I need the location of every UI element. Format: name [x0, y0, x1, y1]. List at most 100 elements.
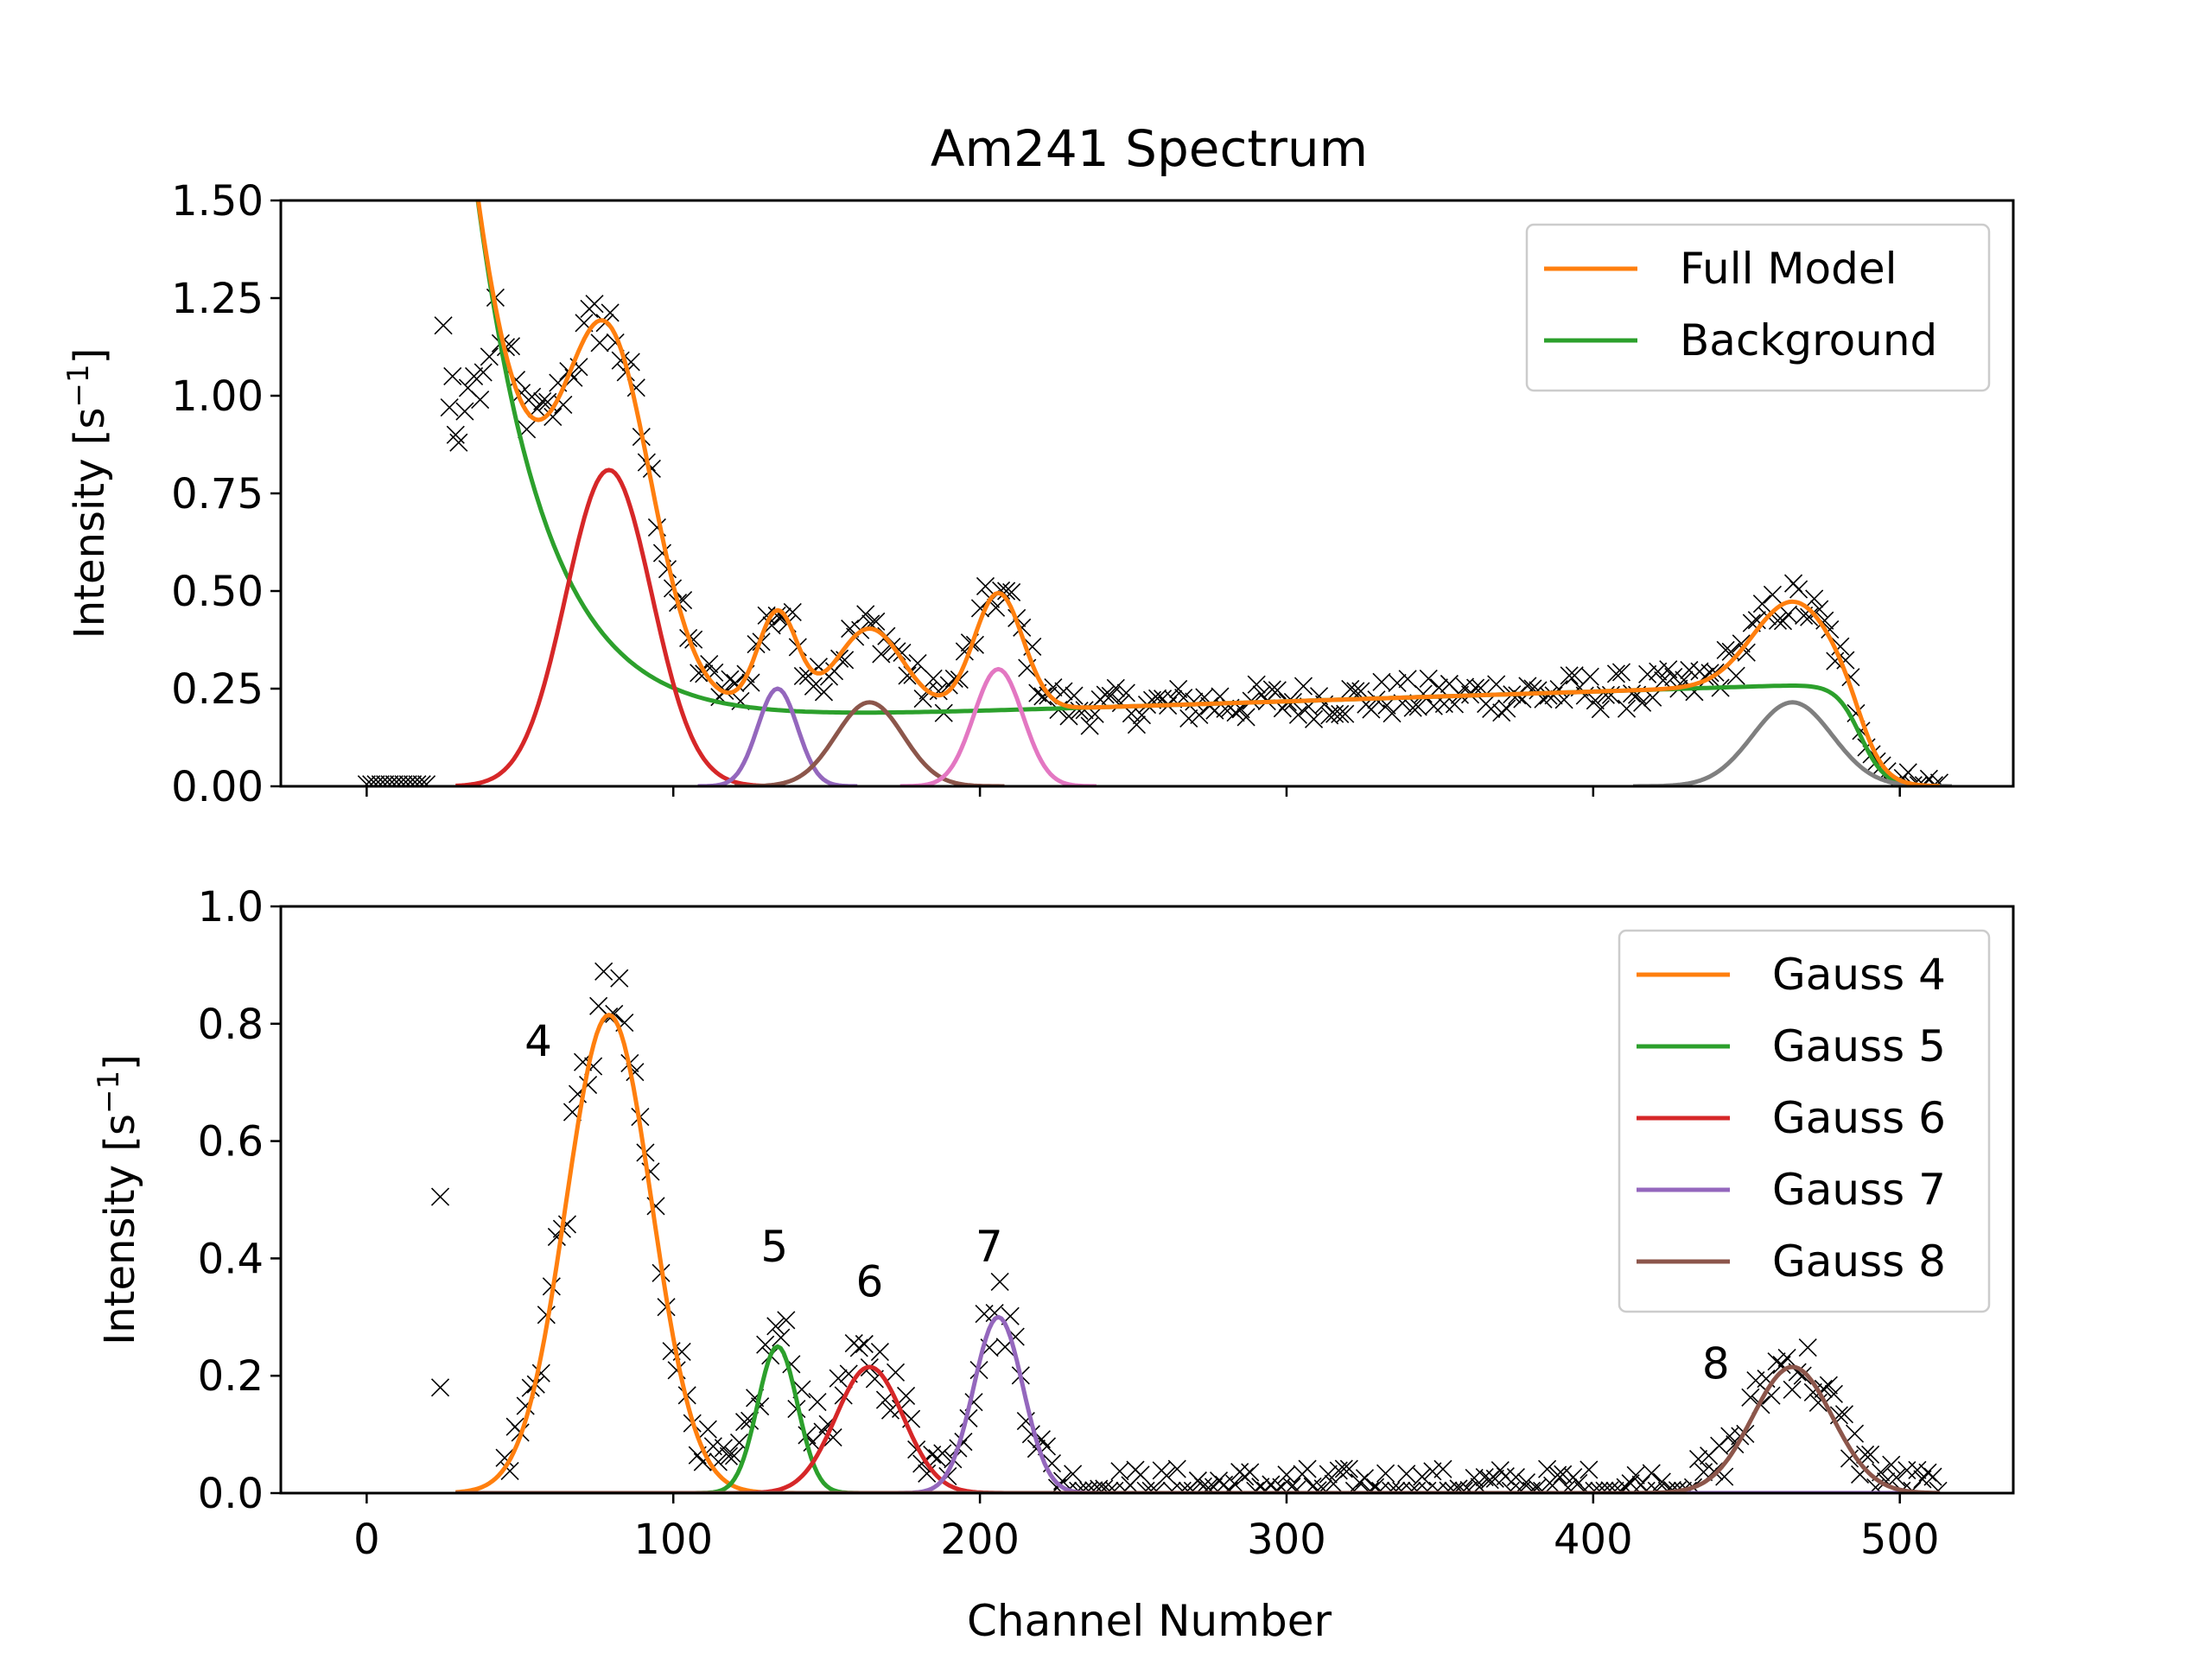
- data-point: [1308, 1481, 1327, 1493]
- bottom-x-tick-label: 400: [1554, 1516, 1633, 1564]
- data-point: [1606, 664, 1626, 683]
- data-point: [1789, 580, 1808, 599]
- data-point: [714, 1439, 733, 1458]
- data-point: [610, 969, 629, 988]
- legend-frame: [1525, 223, 1991, 392]
- gaussian-gauss-4-line: [455, 1013, 1940, 1493]
- data-point: [721, 670, 740, 689]
- peak-curve: [697, 686, 858, 786]
- data-point: [605, 1004, 624, 1024]
- data-point: [1580, 667, 1599, 686]
- data-point: [1408, 1481, 1427, 1493]
- data-point: [1127, 715, 1146, 734]
- data-point: [1887, 1468, 1906, 1487]
- bottom-y-tick-label: 0.2: [198, 1352, 264, 1401]
- data-point: [1595, 1481, 1614, 1493]
- data-point: [1649, 662, 1668, 681]
- data-point: [1402, 1481, 1421, 1493]
- bottom-x-tick-label: 0: [353, 1516, 380, 1564]
- data-point: [990, 1272, 1009, 1291]
- data-point: [1783, 1380, 1802, 1399]
- peak-annotation-8: 8: [1702, 1339, 1730, 1389]
- data-point: [726, 673, 745, 692]
- data-point: [1080, 716, 1099, 735]
- data-point: [1403, 698, 1422, 717]
- data-point: [1569, 1473, 1588, 1492]
- data-point: [1882, 1455, 1901, 1474]
- data-point: [1824, 1384, 1843, 1403]
- bottom-legend: Gauss 4 Gauss 5 Gauss 6 Gauss 7 Gauss 8: [1618, 929, 1991, 1313]
- data-point: [1554, 1465, 1573, 1484]
- peak-annotation-7: 7: [976, 1222, 1003, 1272]
- data-point: [362, 775, 381, 786]
- data-point: [912, 1454, 931, 1473]
- top-y-tick-label: 0.50: [171, 568, 264, 616]
- data-point: [1398, 670, 1417, 689]
- data-point: [1423, 1462, 1442, 1481]
- data-point: [1720, 1427, 1739, 1446]
- data-point: [1533, 1481, 1552, 1493]
- data-point: [1198, 1478, 1218, 1493]
- data-point: [1344, 1481, 1363, 1493]
- y-label-base: Intensity [s: [96, 1114, 144, 1345]
- data-point: [997, 582, 1016, 601]
- data-point: [1449, 1479, 1468, 1493]
- data-point: [385, 775, 404, 786]
- data-point: [1805, 589, 1824, 608]
- data-point: [537, 1306, 556, 1325]
- bottom-panel-gaussians: 4 5 6 7 8 0.0 0.2 0.4 0.6 0.8 1.0 0 100 200 300 400 500 I…: [92, 883, 2015, 1564]
- data-point: [757, 606, 776, 625]
- data-point: [440, 397, 459, 417]
- bottom-x-tick-label: 300: [1247, 1516, 1326, 1564]
- data-point: [366, 775, 385, 786]
- data-point: [855, 1334, 874, 1354]
- legend-label: Gauss 6: [1772, 1093, 1946, 1143]
- y-label-superscript: −1: [92, 1071, 126, 1114]
- data-point: [814, 683, 834, 702]
- data-point: [1096, 685, 1115, 704]
- data-point: [1336, 704, 1355, 723]
- data-point: [1539, 686, 1558, 705]
- chart-title: Am241 Spectrum: [931, 119, 1368, 178]
- data-point: [523, 387, 542, 406]
- data-point: [1162, 1481, 1181, 1493]
- data-point: [1033, 687, 1052, 706]
- data-point: [1611, 1481, 1630, 1493]
- bottom-y-tick-label: 0.8: [198, 1001, 264, 1049]
- data-point: [1516, 1473, 1536, 1492]
- data-point: [408, 775, 427, 786]
- data-point: [465, 366, 484, 385]
- data-point: [1741, 1388, 1760, 1407]
- data-point: [1262, 680, 1281, 699]
- top-y-tick-label: 1.00: [171, 372, 264, 421]
- top-axes-frame: [279, 199, 2015, 788]
- data-point: [929, 682, 948, 701]
- data-point: [1167, 1459, 1186, 1478]
- data-point: [1095, 1479, 1114, 1493]
- data-point: [1800, 607, 1819, 626]
- data-point: [1600, 1481, 1619, 1493]
- data-point: [1803, 1382, 1822, 1402]
- data-point: [543, 407, 563, 427]
- data-point: [1688, 1449, 1708, 1469]
- data-point: [1101, 686, 1120, 705]
- legend-label: Full Model: [1680, 244, 1897, 294]
- data-point: [1106, 678, 1125, 697]
- data-point: [933, 1444, 952, 1463]
- data-point: [1054, 682, 1073, 701]
- data-point: [1501, 1481, 1520, 1493]
- data-point: [1397, 1465, 1416, 1484]
- data-point: [1559, 1478, 1578, 1493]
- data-point: [1247, 675, 1266, 694]
- data-point: [1065, 686, 1084, 705]
- data-point: [1605, 1481, 1624, 1493]
- bottom-y-axis-label: Intensity [s−1]: [92, 1054, 144, 1345]
- bottom-x-tick-label: 500: [1860, 1516, 1940, 1564]
- data-point: [601, 303, 620, 322]
- data-point: [1294, 677, 1313, 696]
- data-point: [1136, 1481, 1155, 1493]
- data-point: [390, 775, 409, 786]
- data-point: [585, 295, 604, 314]
- y-label-end: ]: [66, 348, 114, 365]
- data-point: [1617, 699, 1637, 718]
